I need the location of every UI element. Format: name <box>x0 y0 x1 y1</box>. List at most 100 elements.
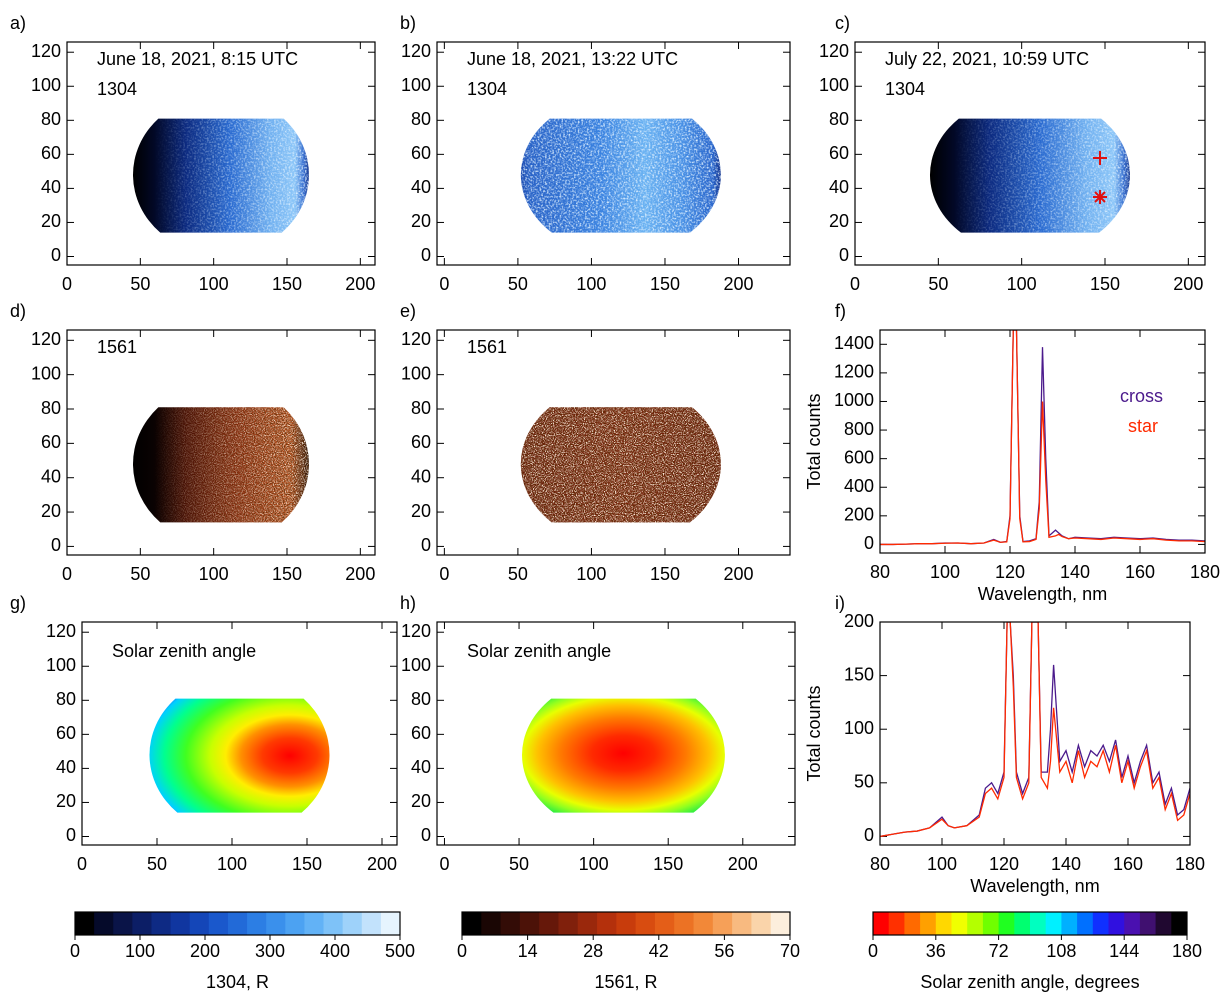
y-tick-label: 20 <box>56 791 76 811</box>
y-axis-title: Total counts <box>804 393 824 489</box>
y-tick-label: 100 <box>819 75 849 95</box>
y-tick-label: 60 <box>411 143 431 163</box>
colorbar-cell <box>323 912 344 935</box>
colorbar-cell <box>266 912 286 935</box>
colorbar-cell <box>75 912 95 935</box>
colorbar-tick-label: 70 <box>780 941 800 961</box>
y-tick-label: 0 <box>421 535 431 555</box>
y-tick-label: 20 <box>41 211 61 231</box>
annotation: 1561 <box>97 337 137 357</box>
colorbar-cell <box>380 912 401 935</box>
x-tick-label: 200 <box>728 854 758 874</box>
colorbar-cell <box>189 912 210 935</box>
colorbar-tick-label: 0 <box>457 941 467 961</box>
y-tick-label: 120 <box>401 329 431 349</box>
y-tick-label: 120 <box>819 41 849 61</box>
panel-label: h) <box>400 593 416 613</box>
x-tick-label: 200 <box>723 564 753 584</box>
colorbar-tick-label: 72 <box>989 941 1009 961</box>
annotation: 1304 <box>97 79 137 99</box>
colorbar-title: Solar zenith angle, degrees <box>920 972 1139 992</box>
x-tick-label: 180 <box>1175 854 1205 874</box>
y-tick-label: 40 <box>411 177 431 197</box>
x-tick-label: 80 <box>870 562 890 582</box>
y-tick-label: 80 <box>829 109 849 129</box>
x-tick-label: 120 <box>989 854 1019 874</box>
y-tick-label: 400 <box>844 476 874 496</box>
colorbar-frame <box>872 911 1188 936</box>
colorbar-tick-label: 36 <box>926 941 946 961</box>
y-tick-label: 0 <box>421 245 431 265</box>
panel-label: b) <box>400 13 416 33</box>
x-tick-label: 120 <box>995 562 1025 582</box>
series-line <box>880 622 1190 838</box>
colorbar-cell <box>1171 912 1188 935</box>
x-axis-title: Wavelength, nm <box>978 584 1107 604</box>
x-tick-label: 50 <box>508 564 528 584</box>
x-tick-label: 0 <box>62 274 72 294</box>
panel-label: d) <box>10 301 26 321</box>
colorbar-cell <box>616 912 637 935</box>
y-tick-label: 20 <box>411 791 431 811</box>
colorbar-cell <box>751 912 772 935</box>
colorbar-tick-label: 28 <box>583 941 603 961</box>
colorbar-cell <box>1045 912 1062 935</box>
x-tick-label: 100 <box>579 854 609 874</box>
annotation: 1304 <box>467 79 507 99</box>
y-tick-label: 60 <box>829 143 849 163</box>
colorbar-cell <box>481 912 502 935</box>
y-tick-label: 200 <box>844 611 874 631</box>
x-axis-title: Wavelength, nm <box>970 876 1099 896</box>
colorbar-cell <box>1139 912 1157 935</box>
colorbar-cell <box>500 912 521 935</box>
colorbar-tick-label: 0 <box>868 941 878 961</box>
colorbar-cell <box>1014 912 1031 935</box>
colorbar-cell <box>920 912 937 935</box>
colorbar-cell <box>361 912 382 935</box>
series-line <box>880 622 1190 838</box>
marker-cross <box>1093 151 1107 165</box>
y-tick-label: 100 <box>844 718 874 738</box>
plot-frame <box>66 41 376 266</box>
y-tick-label: 100 <box>401 363 431 383</box>
colorbar-cell <box>888 912 905 935</box>
colorbar-cell <box>462 912 482 935</box>
x-tick-label: 100 <box>930 562 960 582</box>
y-tick-label: 80 <box>411 689 431 709</box>
colorbar-cell <box>304 912 325 935</box>
x-tick-label: 200 <box>1173 274 1203 294</box>
y-tick-label: 80 <box>41 109 61 129</box>
plot-frame <box>436 41 791 266</box>
x-tick-label: 160 <box>1113 854 1143 874</box>
y-tick-label: 0 <box>839 245 849 265</box>
annotation: June 18, 2021, 13:22 UTC <box>467 49 678 69</box>
x-tick-label: 200 <box>345 274 375 294</box>
y-tick-label: 100 <box>46 655 76 675</box>
colorbar-tick-label: 56 <box>714 941 734 961</box>
colorbar-cell <box>904 912 921 935</box>
colorbar-tick-label: 500 <box>385 941 415 961</box>
x-tick-label: 100 <box>199 564 229 584</box>
colorbar-frame <box>74 911 401 936</box>
panel-label: a) <box>10 13 26 33</box>
disc-image <box>522 698 725 813</box>
x-tick-label: 150 <box>272 564 302 584</box>
x-tick-label: 100 <box>199 274 229 294</box>
y-tick-label: 40 <box>56 757 76 777</box>
panel-label: f) <box>835 301 846 321</box>
y-tick-label: 50 <box>854 772 874 792</box>
x-tick-label: 80 <box>870 854 890 874</box>
x-tick-label: 150 <box>653 854 683 874</box>
x-tick-label: 200 <box>367 854 397 874</box>
y-tick-label: 0 <box>421 825 431 845</box>
y-tick-label: 1400 <box>834 333 874 353</box>
plot-frame <box>66 329 376 556</box>
colorbar-cell <box>1155 912 1172 935</box>
colorbar-cell <box>577 912 598 935</box>
x-tick-label: 50 <box>509 854 529 874</box>
x-tick-label: 100 <box>217 854 247 874</box>
colorbar-cell <box>1092 912 1109 935</box>
x-tick-label: 180 <box>1190 562 1220 582</box>
colorbar-cell <box>519 912 540 935</box>
